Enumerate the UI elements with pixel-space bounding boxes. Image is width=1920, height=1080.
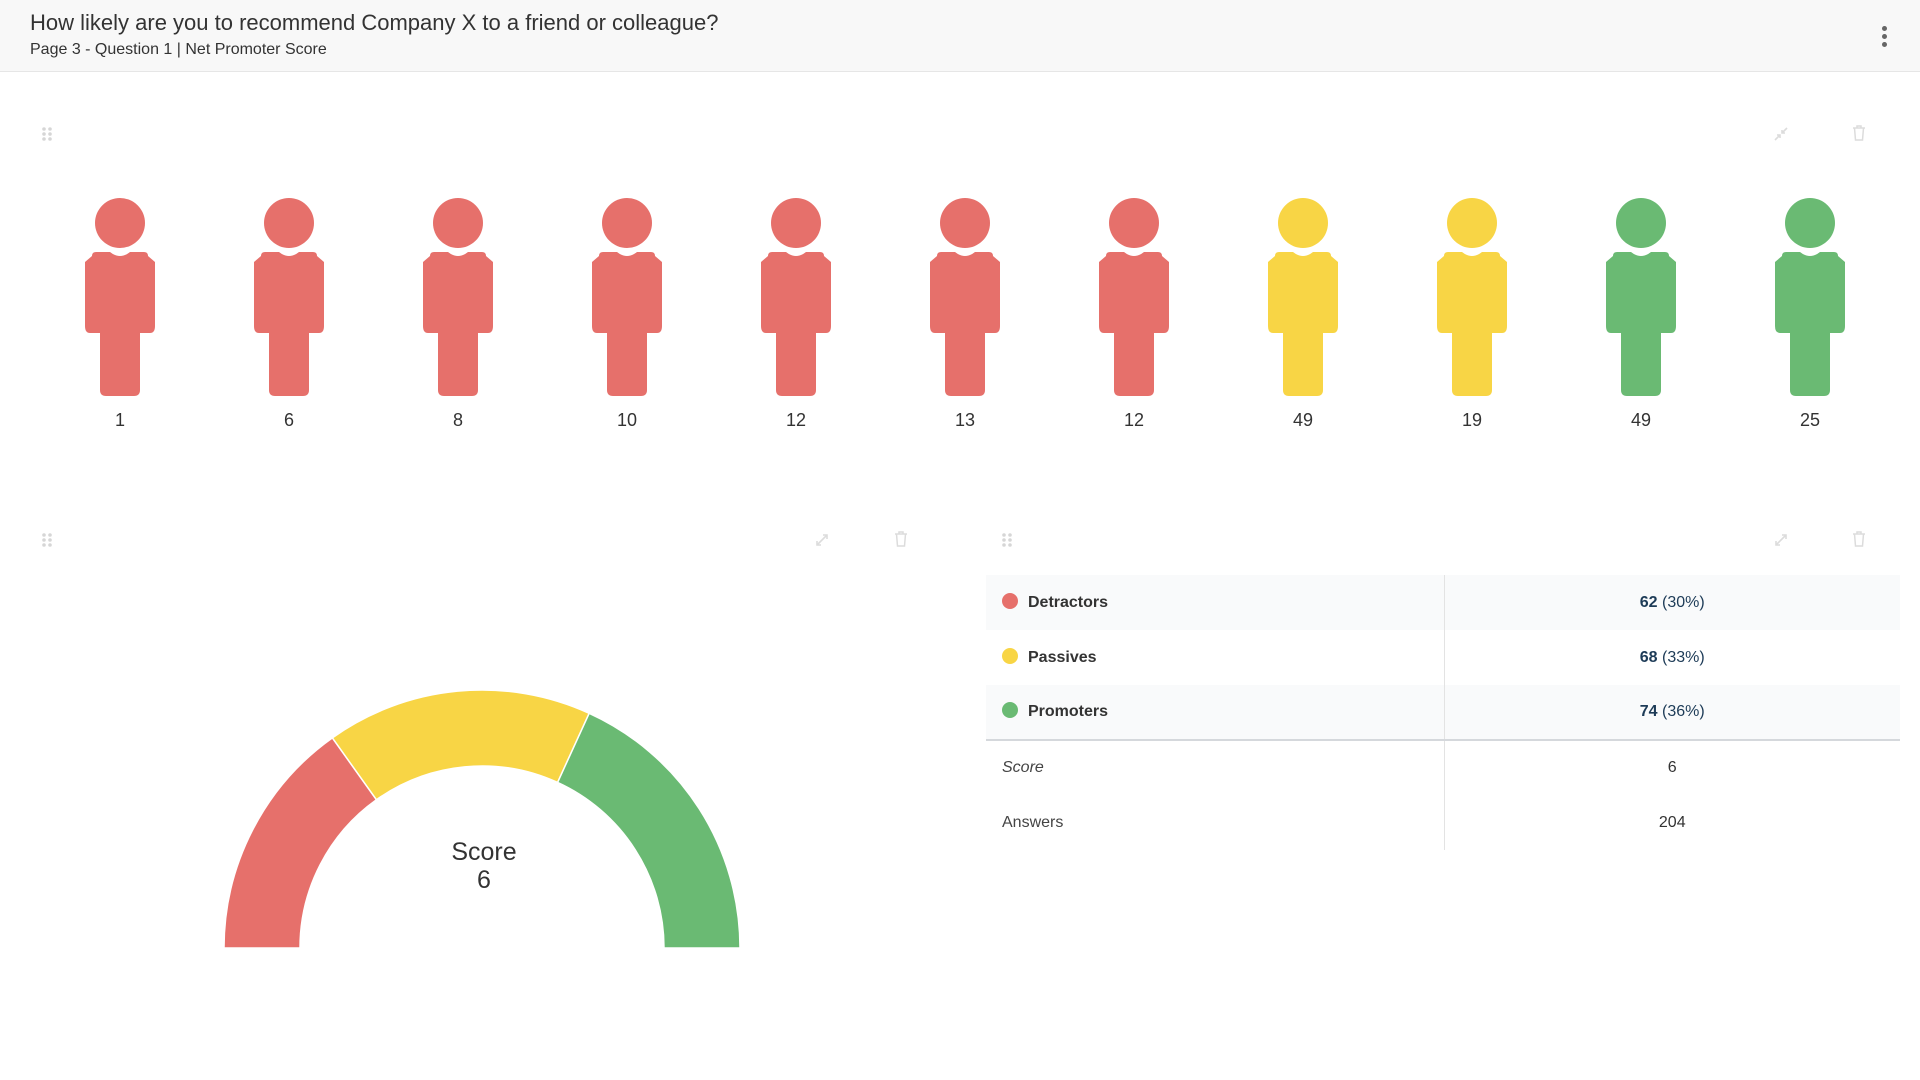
person-passive: 49 <box>1253 190 1353 440</box>
table-row-passives: Passives 68 (33%) <box>986 630 1900 685</box>
table-row-score: Score 6 <box>986 739 1900 795</box>
gauge-segment-detractor <box>223 736 378 949</box>
nps-gauge <box>223 689 741 949</box>
answers-label: Answers <box>1002 813 1064 831</box>
answers-value: 204 <box>1658 813 1686 831</box>
collapse-icon[interactable] <box>1773 126 1793 146</box>
gauge-segment-promoter <box>556 712 741 949</box>
person-icon <box>930 198 1000 396</box>
drag-handle-icon[interactable] <box>40 126 60 146</box>
person-detractor: 6 <box>239 190 339 440</box>
promoter-dot <box>1002 702 1018 719</box>
question-title: How likely are you to recommend Company … <box>30 10 719 35</box>
person-detractor: 1 <box>70 190 170 440</box>
category-name: Promoters <box>1028 703 1109 720</box>
category-percent: (30%) <box>1662 593 1705 611</box>
score-count: 12 <box>1123 410 1145 430</box>
person-icon <box>1775 198 1845 396</box>
score-distribution: 1 6 8 10 12 13 12 49 19 49 25 <box>0 190 1920 440</box>
score-count: 49 <box>1630 410 1652 430</box>
expand-icon[interactable] <box>814 532 834 552</box>
category-name: Passives <box>1028 648 1097 666</box>
person-icon <box>1268 198 1338 396</box>
trash-icon[interactable] <box>893 530 913 550</box>
score-count: 49 <box>1292 410 1314 430</box>
person-icon <box>761 198 831 396</box>
person-promoter: 49 <box>1591 190 1691 440</box>
score-count: 1 <box>114 410 125 430</box>
person-detractor: 8 <box>408 190 508 440</box>
table-row-promoters: Promoters 74 (36%) <box>986 685 1900 740</box>
score-count: 10 <box>616 410 638 430</box>
person-promoter: 25 <box>1760 190 1860 440</box>
category-percent: (33%) <box>1662 648 1705 666</box>
expand-icon[interactable] <box>1773 532 1793 552</box>
score-count: 8 <box>452 410 463 430</box>
person-icon <box>423 198 493 396</box>
person-icon <box>592 198 662 396</box>
category-percent: (36%) <box>1662 703 1705 720</box>
gauge-score-label: Score 6 <box>384 838 584 894</box>
passive-dot <box>1002 647 1018 664</box>
gauge-score-title: Score <box>451 838 517 866</box>
trash-icon[interactable] <box>1851 124 1871 144</box>
category-name: Detractors <box>1028 593 1109 611</box>
gauge-score-value: 6 <box>477 866 491 894</box>
person-detractor: 12 <box>1084 190 1184 440</box>
nps-summary-table: Detractors 62 (30%) Passives 68 (33%) Pr… <box>986 575 1900 850</box>
person-icon <box>1606 198 1676 396</box>
person-detractor: 13 <box>915 190 1015 440</box>
category-count: 68 <box>1639 648 1658 666</box>
score-value: 6 <box>1444 739 1900 795</box>
page-header: How likely are you to recommend Company … <box>0 0 1920 72</box>
person-icon <box>85 198 155 396</box>
score-count: 6 <box>283 410 294 430</box>
person-icon <box>1437 198 1507 396</box>
question-subtitle: Page 3 - Question 1 | Net Promoter Score <box>30 41 327 58</box>
person-detractor: 12 <box>746 190 846 440</box>
table-row-detractors: Detractors 62 (30%) <box>986 575 1900 630</box>
table-row-answers: Answers 204 <box>986 795 1900 850</box>
person-icon <box>1099 198 1169 396</box>
drag-handle-icon[interactable] <box>40 532 60 552</box>
score-count: 13 <box>954 410 976 430</box>
person-detractor: 10 <box>577 190 677 440</box>
drag-handle-icon[interactable] <box>1000 532 1020 552</box>
category-count: 62 <box>1639 593 1658 611</box>
score-count: 12 <box>785 410 807 430</box>
trash-icon[interactable] <box>1851 530 1871 550</box>
score-label: Score <box>1002 759 1044 776</box>
score-count: 25 <box>1799 410 1821 430</box>
person-passive: 19 <box>1422 190 1522 440</box>
score-count: 19 <box>1461 410 1483 430</box>
category-count: 74 <box>1639 703 1658 720</box>
detractor-dot <box>1002 592 1018 609</box>
gauge-segment-passive <box>331 689 591 801</box>
person-icon <box>254 198 324 396</box>
kebab-menu-icon[interactable] <box>1880 26 1888 48</box>
